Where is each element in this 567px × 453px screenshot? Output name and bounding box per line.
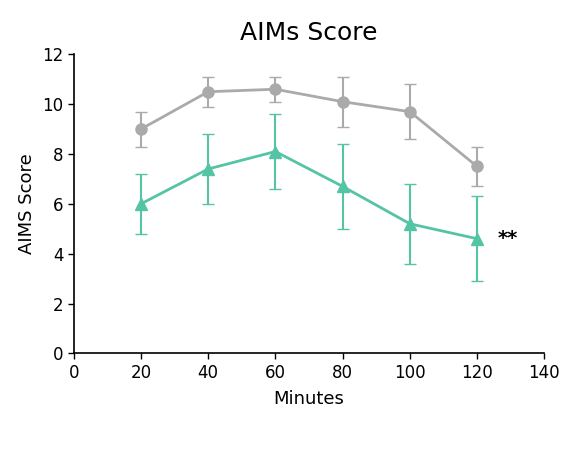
Title: AIMs Score: AIMs Score xyxy=(240,21,378,45)
Y-axis label: AIMS Score: AIMS Score xyxy=(19,154,36,254)
Text: **: ** xyxy=(497,229,518,248)
X-axis label: Minutes: Minutes xyxy=(273,390,344,408)
